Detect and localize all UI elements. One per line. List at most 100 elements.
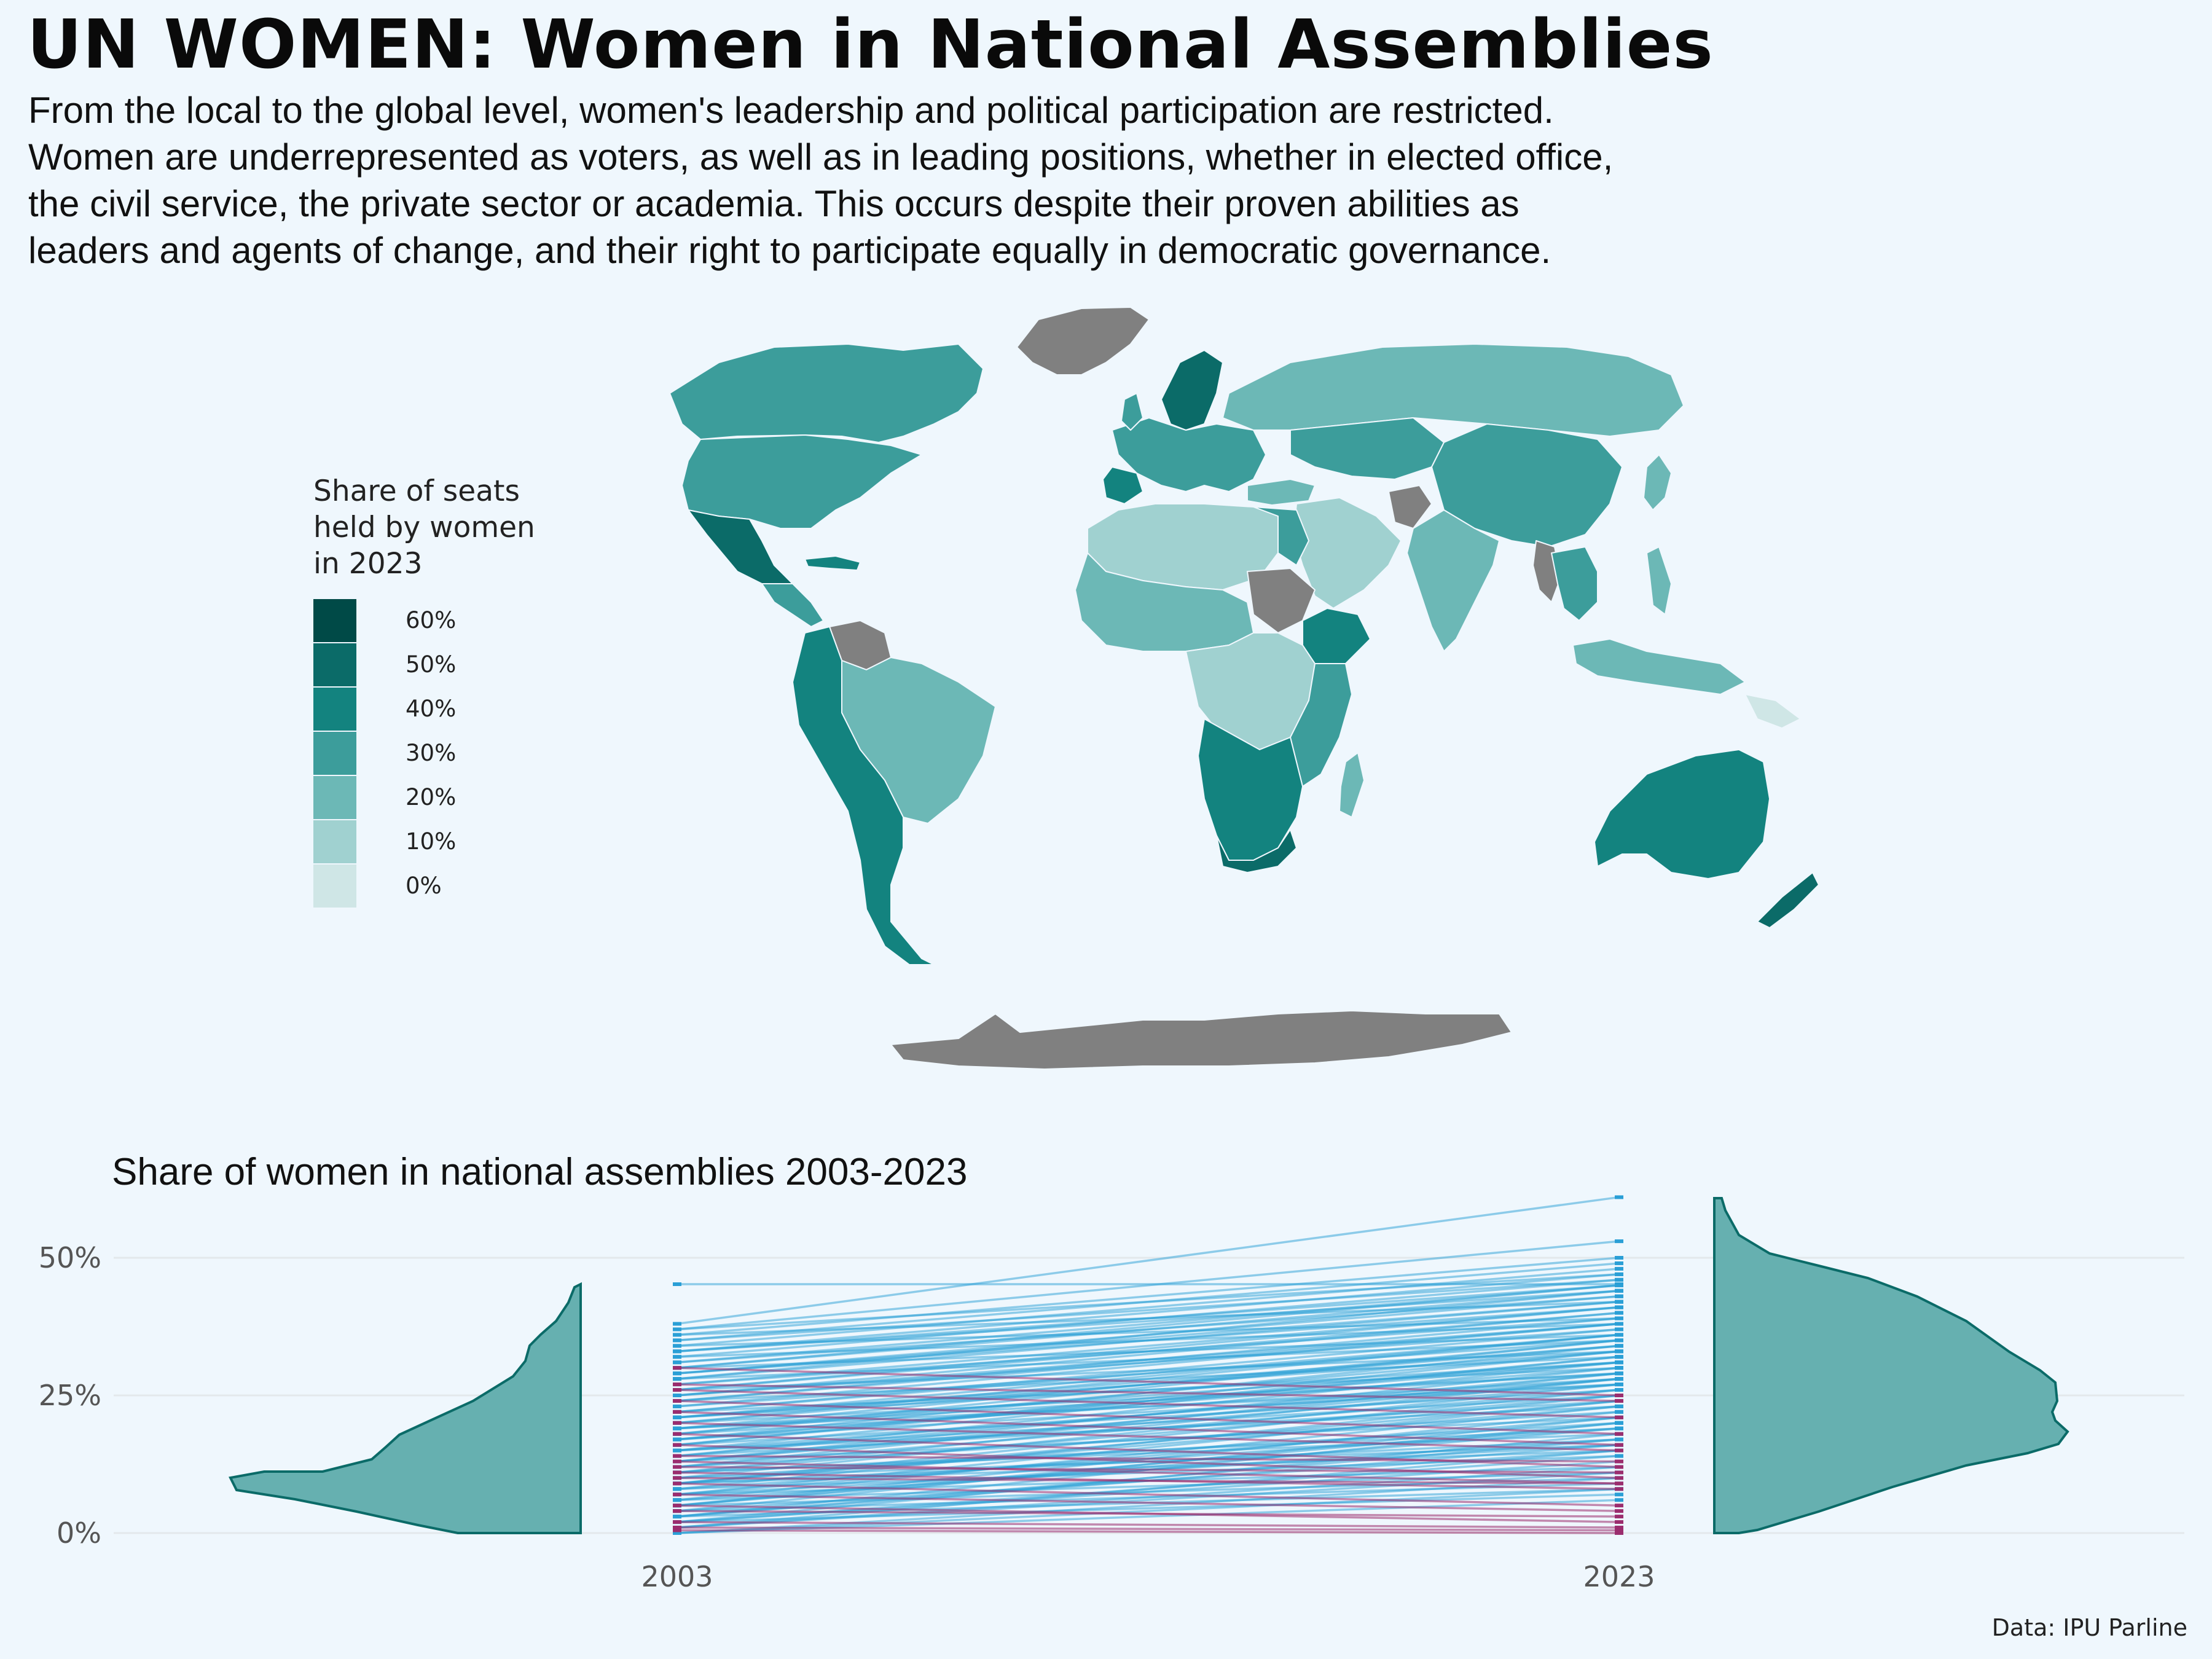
- legend-title-line: Share of seats: [313, 474, 520, 508]
- legend-label: 50%: [406, 651, 457, 678]
- country-line-decrease: [677, 1454, 1620, 1463]
- point-2003: [673, 1415, 681, 1419]
- legend-label: 40%: [406, 695, 457, 722]
- point-2023: [1615, 1404, 1623, 1408]
- x-tick-label: 2003: [641, 1560, 713, 1593]
- point-2023: [1615, 1261, 1623, 1265]
- point-2003: [673, 1322, 681, 1326]
- greenland-region: [1016, 307, 1150, 375]
- point-2023: [1615, 1531, 1623, 1535]
- point-2023: [1615, 1465, 1623, 1469]
- point-2003: [673, 1528, 681, 1532]
- south-africa-region: [1216, 829, 1297, 873]
- subtitle-line: From the local to the global level, wome…: [28, 90, 1554, 131]
- country-line-increase: [677, 1196, 1620, 1325]
- country-line-increase: [677, 1394, 1620, 1452]
- central-asia-region: [1290, 417, 1445, 480]
- point-2003: [673, 1333, 681, 1337]
- country-line-increase: [677, 1416, 1620, 1496]
- caribbean-region: [804, 555, 861, 571]
- country-line-decrease: [677, 1400, 1620, 1435]
- point-2023: [1615, 1195, 1623, 1199]
- point-2023: [1615, 1526, 1623, 1530]
- point-2023: [1615, 1266, 1623, 1271]
- legend-title-line: in 2023: [313, 547, 423, 581]
- country-line-increase: [677, 1344, 1620, 1424]
- country-line-increase: [677, 1471, 1620, 1501]
- canada-region: [669, 343, 984, 443]
- point-2003: [673, 1515, 681, 1519]
- point-2003: [673, 1282, 681, 1287]
- point-2003: [673, 1504, 681, 1508]
- point-2023: [1615, 1454, 1623, 1458]
- point-2003: [673, 1470, 681, 1475]
- point-2023: [1615, 1515, 1623, 1519]
- southeast-asia-region: [1551, 546, 1598, 621]
- country-line-increase: [677, 1311, 1620, 1397]
- central-america-region: [761, 583, 824, 627]
- point-2003: [673, 1410, 681, 1414]
- point-2003: [673, 1454, 681, 1458]
- country-line-decrease: [677, 1510, 1620, 1518]
- legend-item: 50%: [313, 642, 633, 686]
- india-region: [1406, 509, 1500, 652]
- point-2003: [673, 1531, 681, 1535]
- point-2023: [1615, 1398, 1623, 1403]
- point-2003: [673, 1487, 681, 1491]
- legend-items: 60% 50% 40% 30% 20% 10% 0%: [313, 598, 633, 908]
- country-line-decrease: [677, 1389, 1620, 1419]
- point-2023: [1615, 1504, 1623, 1508]
- point-2003: [673, 1366, 681, 1370]
- russia-region: [1222, 343, 1684, 437]
- legend-label: 10%: [406, 828, 457, 855]
- australia-region: [1594, 749, 1770, 879]
- country-line-increase: [677, 1300, 1620, 1375]
- point-2023: [1615, 1448, 1623, 1453]
- x-axis-labels: 2003 2023: [641, 1560, 1655, 1593]
- country-line-decrease: [677, 1521, 1620, 1529]
- point-2023: [1615, 1437, 1623, 1441]
- distribution-2003: [229, 1282, 582, 1534]
- point-2003: [673, 1344, 681, 1348]
- country-line-increase: [677, 1361, 1620, 1419]
- country-line-increase: [677, 1240, 1620, 1331]
- distribution-shapes: [229, 1197, 2069, 1534]
- legend-label: 60%: [406, 606, 457, 633]
- point-2023: [1615, 1426, 1623, 1430]
- point-2023: [1615, 1327, 1623, 1332]
- legend-swatch: [313, 642, 356, 686]
- country-line-decrease: [677, 1460, 1620, 1485]
- point-2023: [1615, 1528, 1623, 1532]
- point-2023: [1615, 1498, 1623, 1502]
- point-2003: [673, 1509, 681, 1513]
- point-2023: [1615, 1344, 1623, 1348]
- country-line-increase: [677, 1306, 1620, 1391]
- japan-region: [1643, 454, 1672, 511]
- country-line-decrease: [677, 1493, 1620, 1512]
- country-line-decrease: [677, 1422, 1620, 1452]
- point-2023: [1615, 1481, 1623, 1486]
- point-2003: [673, 1465, 681, 1469]
- y-tick-label: 50%: [39, 1241, 101, 1274]
- point-2023: [1615, 1410, 1623, 1414]
- point-2003: [673, 1394, 681, 1397]
- point-2023: [1615, 1520, 1623, 1524]
- point-2023: [1615, 1272, 1623, 1276]
- country-line-increase: [677, 1416, 1620, 1463]
- legend-swatch: [313, 686, 356, 731]
- point-2023: [1615, 1443, 1623, 1447]
- country-line-increase: [677, 1333, 1620, 1413]
- country-line-decrease: [677, 1367, 1620, 1397]
- point-2023: [1615, 1305, 1623, 1309]
- point-2023: [1615, 1360, 1623, 1365]
- point-2003: [673, 1382, 681, 1387]
- point-2003: [673, 1432, 681, 1436]
- country-line-increase: [677, 1284, 1620, 1369]
- country-line-decrease: [677, 1526, 1620, 1532]
- point-2023: [1615, 1239, 1623, 1244]
- point-2003: [673, 1520, 681, 1524]
- point-2023: [1615, 1476, 1623, 1480]
- indonesia-region: [1572, 638, 1746, 695]
- point-2003: [673, 1388, 681, 1392]
- country-line-decrease: [677, 1411, 1620, 1446]
